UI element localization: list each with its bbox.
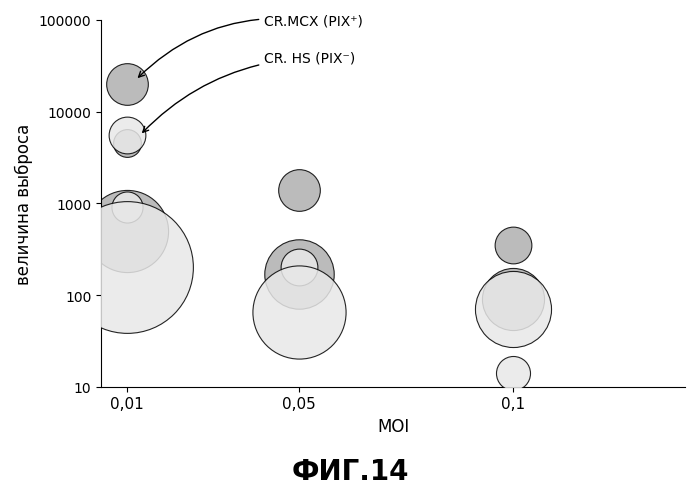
Point: [508, 242, 519, 249]
Point: [121, 227, 132, 235]
Point: [293, 271, 304, 278]
Point: [121, 132, 132, 140]
Point: [121, 204, 132, 212]
Y-axis label: величина выброса: величина выброса: [15, 123, 33, 284]
Point: [121, 81, 132, 89]
X-axis label: MOI: MOI: [377, 417, 410, 435]
Point: [508, 306, 519, 314]
Point: [293, 264, 304, 272]
Point: [121, 264, 132, 272]
Point: [293, 187, 304, 195]
Text: CR. HS (PIX⁻): CR. HS (PIX⁻): [143, 51, 356, 133]
Point: [508, 296, 519, 303]
Point: [508, 370, 519, 378]
Text: ФИГ.14: ФИГ.14: [291, 457, 409, 484]
Point: [121, 140, 132, 148]
Text: CR.MCX (PIX⁺): CR.MCX (PIX⁺): [139, 15, 363, 78]
Point: [293, 309, 304, 317]
